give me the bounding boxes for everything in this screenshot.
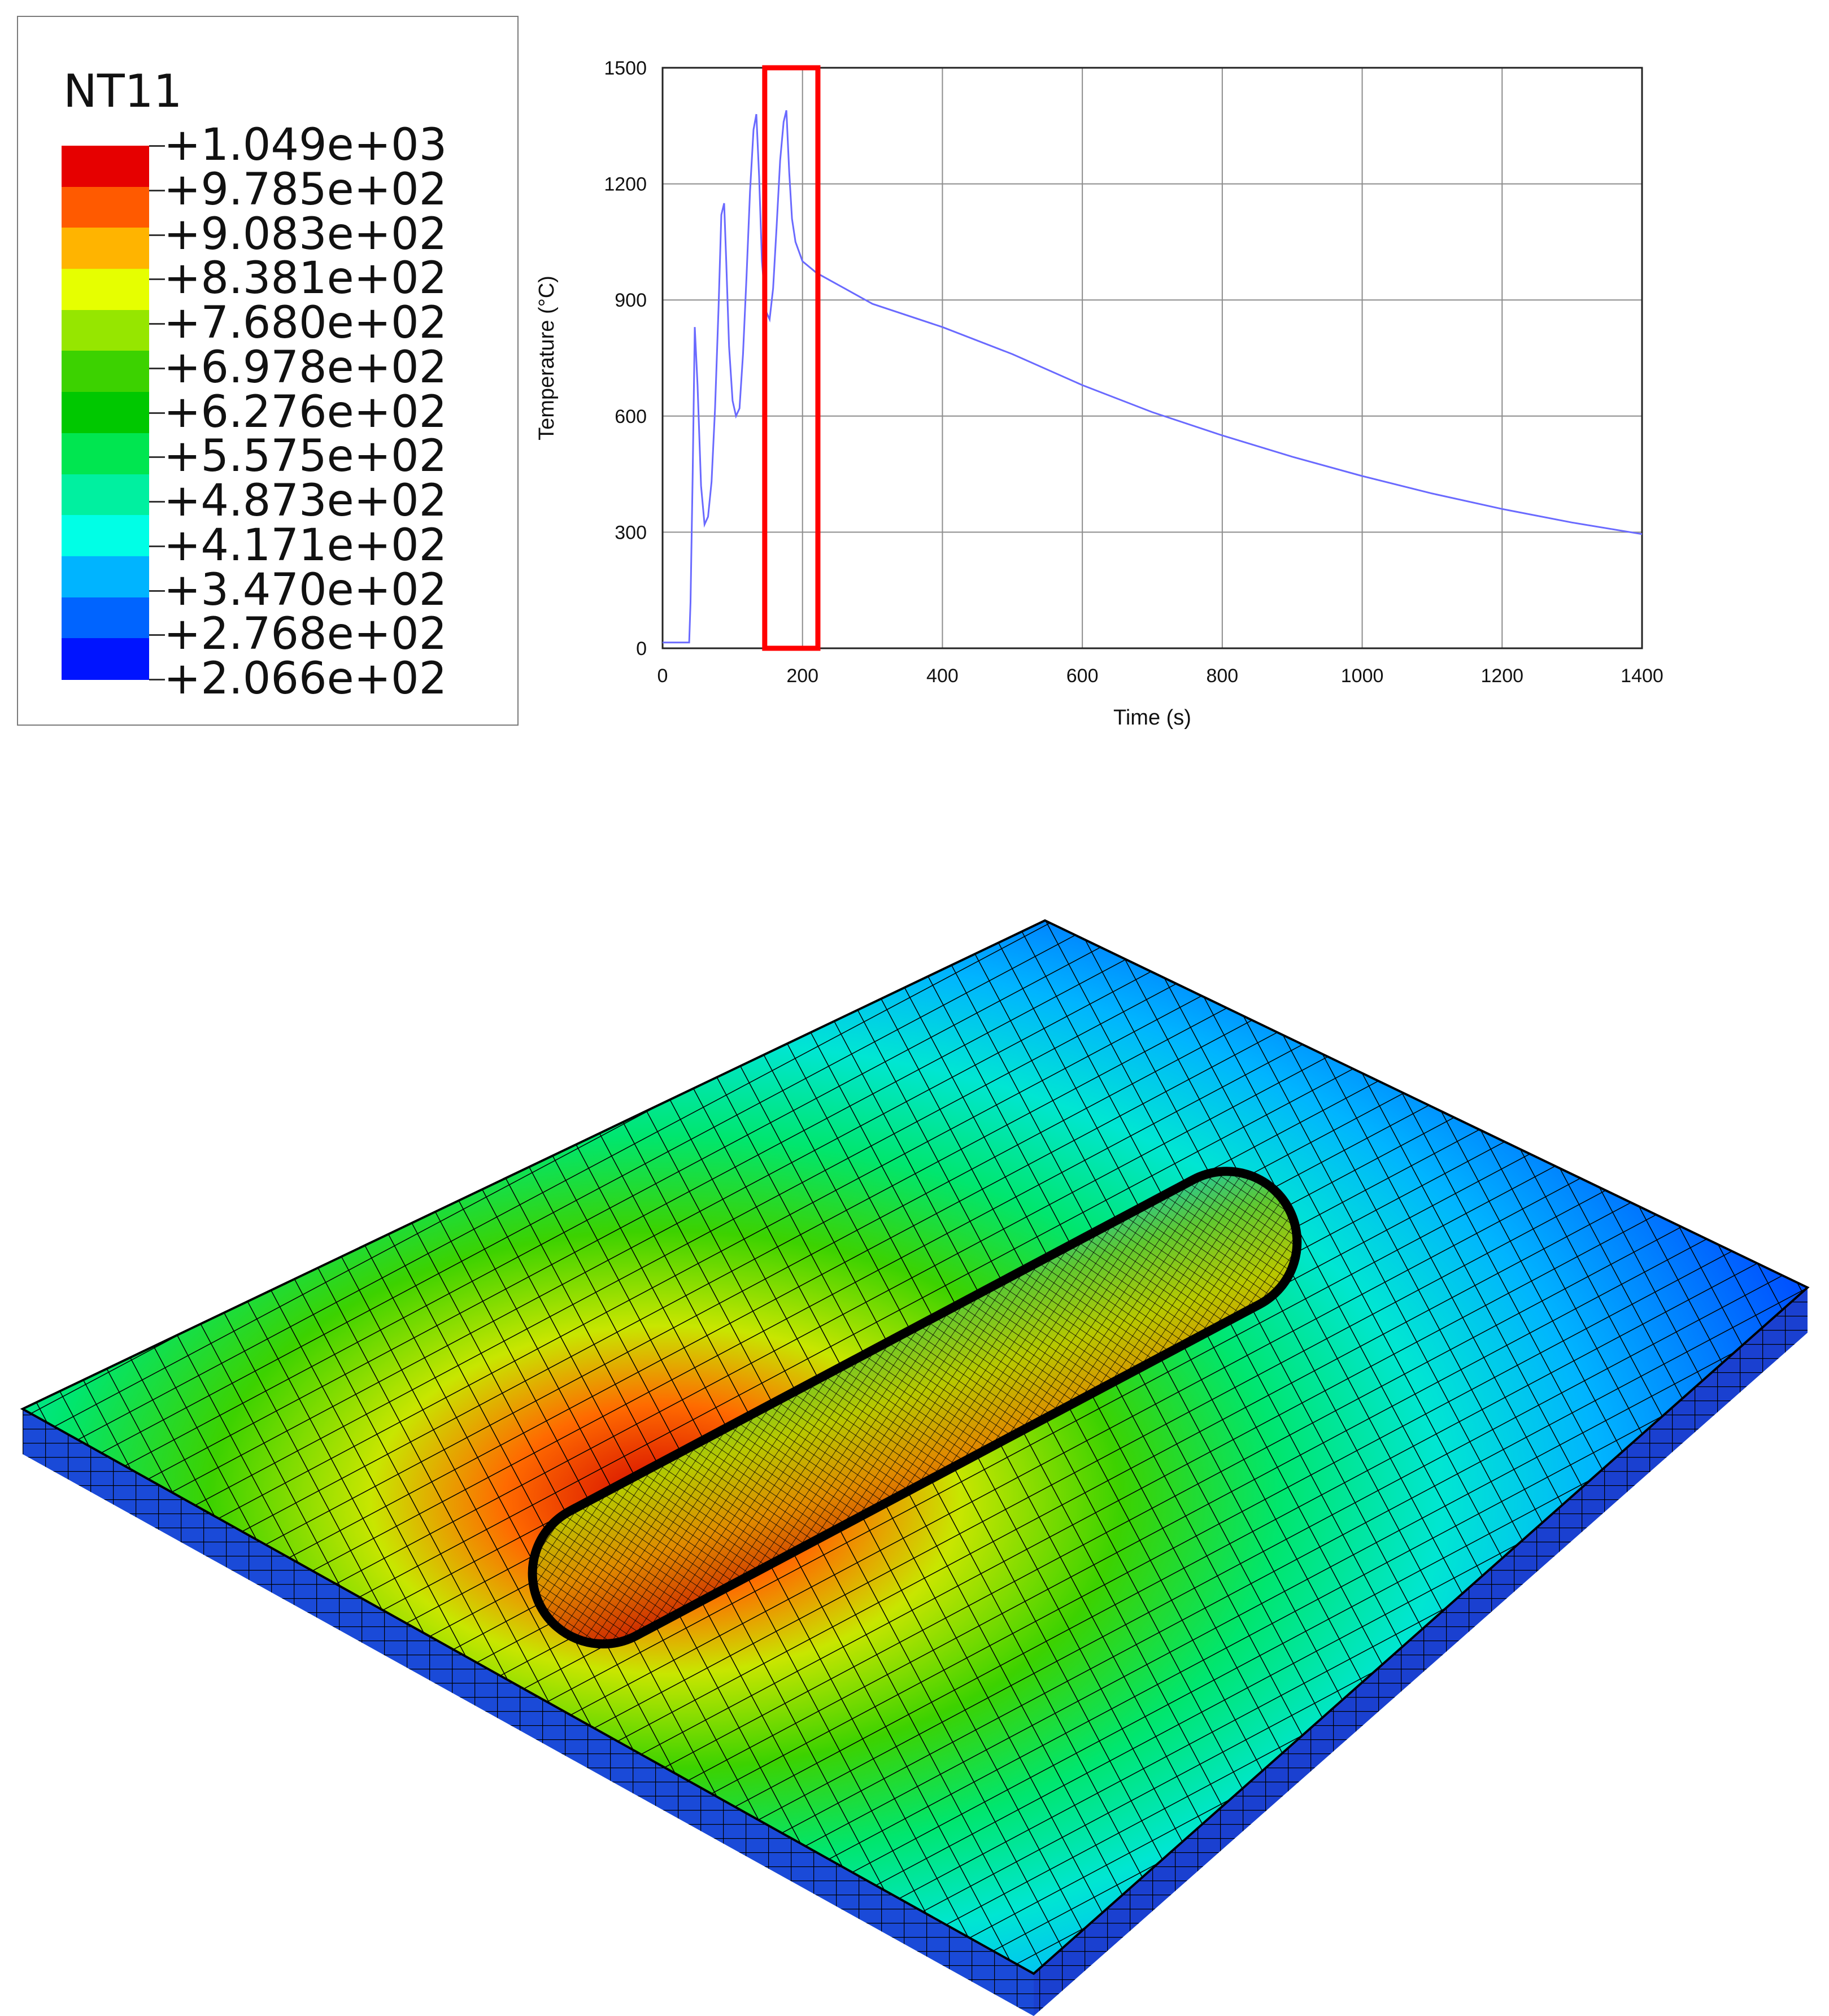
legend-tick <box>149 189 165 191</box>
x-tick-label: 0 <box>657 665 668 687</box>
x-tick-label: 1200 <box>1480 665 1523 687</box>
legend-tick <box>149 545 165 547</box>
chart-grid <box>662 67 1643 649</box>
temperature-line <box>663 110 1643 644</box>
legend-swatch <box>62 351 149 393</box>
legend-tick <box>149 412 165 414</box>
legend-swatch <box>62 433 149 475</box>
legend-label: +7.680e+02 <box>164 298 447 348</box>
legend-tick <box>149 590 165 592</box>
highlight-box <box>762 65 821 651</box>
legend-label: +8.381e+02 <box>164 253 447 304</box>
y-tick-label: 0 <box>636 638 647 660</box>
legend-label: +6.276e+02 <box>164 386 447 438</box>
legend-label: +1.049e+03 <box>164 120 447 171</box>
legend-swatch <box>62 392 149 434</box>
legend-label: +3.470e+02 <box>164 564 447 616</box>
legend-tick <box>149 456 165 459</box>
legend-swatch <box>62 228 149 270</box>
legend-swatch <box>62 146 149 187</box>
x-tick-label: 1000 <box>1341 665 1384 687</box>
legend-tick <box>149 145 165 147</box>
chart-ticks: 0 200 400 600 800 1000 1200 1400 0 300 600 900 1200 1… <box>604 58 1663 687</box>
legend-label: +6.978e+02 <box>164 342 447 393</box>
legend-swatch <box>62 638 149 680</box>
legend-label: +2.066e+02 <box>164 653 447 704</box>
legend-tick <box>149 278 165 281</box>
legend-swatch <box>62 269 149 311</box>
legend-tick <box>149 501 165 503</box>
legend-title: NT11 <box>63 65 182 117</box>
x-tick-label: 800 <box>1206 665 1238 687</box>
legend-tick <box>149 234 165 236</box>
y-axis-label: Temperature (°C) <box>535 276 559 440</box>
legend-swatch <box>62 556 149 598</box>
x-axis-label: Time (s) <box>1113 706 1191 730</box>
legend-label: +4.171e+02 <box>164 520 447 571</box>
legend-tick <box>149 634 165 636</box>
legend-label: +9.785e+02 <box>164 164 447 215</box>
legend-label: +4.873e+02 <box>164 475 447 526</box>
y-tick-label: 1200 <box>604 174 647 195</box>
legend-swatch <box>62 597 149 639</box>
x-tick-label: 600 <box>1066 665 1099 687</box>
legend-swatch <box>62 186 149 229</box>
legend-swatch <box>62 474 149 516</box>
y-tick-label: 900 <box>615 290 647 311</box>
legend-box: NT11 +1.049e+03 +9.785e+02 +9.083e+02 +8.38… <box>17 16 519 726</box>
y-tick-label: 600 <box>615 406 647 427</box>
legend-tick <box>149 323 165 325</box>
fea-mesh-plate <box>20 919 1810 2016</box>
legend-swatch <box>62 309 149 352</box>
legend-swatch <box>62 515 149 557</box>
legend-label: +5.575e+02 <box>164 431 447 482</box>
x-tick-label: 1400 <box>1621 665 1663 687</box>
temperature-chart: 0 200 400 600 800 1000 1200 1400 0 300 600 900 1200 1… <box>535 58 1663 730</box>
plot-frame <box>661 67 1643 649</box>
legend-tick <box>149 367 165 369</box>
y-tick-label: 1500 <box>604 58 647 79</box>
legend-tick <box>149 679 165 680</box>
x-tick-label: 400 <box>926 665 959 687</box>
y-tick-label: 300 <box>615 522 647 543</box>
legend-label: +9.083e+02 <box>164 208 447 260</box>
x-tick-label: 200 <box>786 665 818 687</box>
legend-label: +2.768e+02 <box>164 609 447 660</box>
legend-color-bar <box>62 146 149 680</box>
